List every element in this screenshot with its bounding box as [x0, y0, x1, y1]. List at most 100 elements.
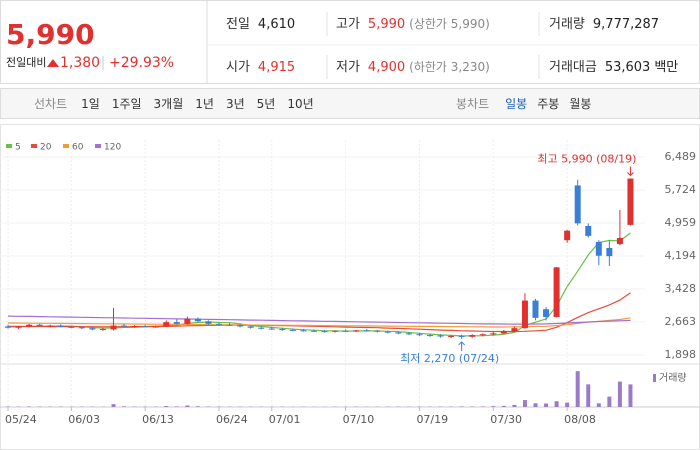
period-button[interactable]: 1년 — [195, 97, 214, 111]
candle-body — [36, 324, 43, 327]
candle-body — [142, 326, 149, 328]
min-annotation: 최저 2,270 (07/24) — [400, 352, 499, 365]
candle-body — [279, 329, 286, 331]
candle-body — [300, 330, 307, 332]
stat-label: 저가 — [336, 60, 360, 75]
stat: 시가 4,915 — [226, 60, 295, 75]
candle-body — [595, 241, 602, 256]
volume-bar — [533, 403, 538, 407]
x-tick-label: 07/30 — [490, 413, 522, 426]
toolbar-candle: 봉차트 일봉 주봉 월봉 — [456, 97, 591, 111]
candle-body — [437, 335, 444, 337]
period-button[interactable]: 3개월 — [154, 97, 184, 111]
period-button[interactable]: 5년 — [257, 97, 276, 111]
volume-bar — [512, 404, 517, 407]
stat-value: 4,900 — [368, 60, 405, 75]
period-button[interactable]: 1일 — [81, 97, 100, 111]
candle-body — [163, 322, 170, 327]
volume-bar — [586, 384, 591, 407]
legend-swatch — [95, 144, 101, 148]
candle-period-button[interactable]: 월봉 — [569, 97, 591, 111]
x-tick-label: 07/01 — [269, 413, 301, 426]
y-tick-label: 5,724 — [665, 183, 697, 196]
x-tick-label: 06/03 — [68, 413, 100, 426]
candle-body — [616, 238, 623, 245]
volume-bar — [554, 401, 559, 407]
stat: 전일 4,610 — [226, 17, 295, 32]
max-arrow — [627, 166, 634, 177]
stat-value: 4,915 — [258, 60, 295, 75]
period-button[interactable]: 10년 — [287, 97, 313, 111]
candle-period-button[interactable]: 일봉 — [505, 97, 527, 111]
x-tick-label: 06/13 — [142, 413, 174, 426]
y-tick-label: 4,959 — [665, 216, 697, 229]
candle-body — [152, 326, 159, 328]
candle-body — [78, 327, 85, 329]
x-tick-label: 05/24 — [5, 413, 37, 426]
volume-bar — [575, 371, 580, 407]
candle-body — [194, 318, 201, 322]
up-arrow-icon — [47, 59, 59, 67]
candle-body — [416, 334, 423, 336]
stat-unit: 백만 — [654, 60, 678, 75]
candle-body — [479, 334, 486, 336]
candle-body — [237, 325, 244, 327]
change-percent: +29.93% — [109, 55, 174, 71]
volume-bar — [185, 405, 190, 407]
volume-bar — [617, 381, 622, 407]
candle-body — [500, 331, 507, 334]
legend-swatch — [31, 144, 37, 148]
candle-body — [57, 325, 64, 327]
x-tick-label: 08/08 — [564, 413, 596, 426]
candle-body — [532, 300, 539, 318]
volume-bar — [544, 403, 549, 407]
candle-body — [310, 330, 317, 332]
stat: 저가 4,900 (하한가 3,230) — [336, 60, 490, 75]
toolbar — [0, 88, 700, 119]
candle-body — [332, 330, 339, 332]
y-tick-label: 6,489 — [665, 150, 697, 163]
period-button[interactable]: 3년 — [226, 97, 245, 111]
candle-body — [458, 335, 465, 337]
legend-swatch — [6, 144, 12, 148]
candle-body — [89, 328, 96, 330]
stat: 거래량 9,777,287 — [549, 17, 659, 32]
stat: 거래대금 53,603 백만 — [549, 60, 678, 75]
candle-body — [384, 331, 391, 333]
legend-label: 60 — [72, 143, 84, 153]
candle-body — [353, 330, 360, 332]
period-button[interactable]: 1주일 — [112, 97, 142, 111]
min-arrow — [458, 341, 466, 351]
candle-body — [469, 335, 476, 337]
volume-legend-label: 거래량 — [659, 372, 687, 384]
candle-body — [574, 185, 581, 224]
candle-body — [258, 327, 265, 329]
candle-body — [289, 329, 296, 331]
candle-body — [374, 330, 381, 332]
stat-value: 5,990 — [368, 17, 405, 32]
candle-body — [606, 247, 613, 257]
candle-body — [427, 335, 433, 337]
candle-period-button[interactable]: 주봉 — [537, 97, 559, 111]
candle-body — [26, 324, 33, 327]
volume-bar — [565, 402, 570, 407]
candle-body — [15, 326, 22, 328]
y-tick-label: 4,194 — [665, 249, 697, 262]
volume-bar — [195, 406, 200, 407]
candle-body — [68, 326, 75, 328]
candle-body — [121, 325, 128, 327]
candle-body — [553, 267, 560, 317]
volume-bar — [628, 384, 633, 407]
candle-body — [321, 331, 328, 333]
candle-body — [247, 326, 254, 328]
candle-body — [564, 230, 571, 241]
volume-bar — [27, 406, 32, 407]
y-tick-label: 3,428 — [665, 282, 697, 295]
y-tick-label: 2,663 — [665, 315, 697, 328]
x-tick-label: 07/19 — [416, 413, 448, 426]
stat-label: 거래량 — [549, 17, 585, 32]
candle-body — [363, 330, 370, 332]
volume-bar — [174, 406, 179, 407]
